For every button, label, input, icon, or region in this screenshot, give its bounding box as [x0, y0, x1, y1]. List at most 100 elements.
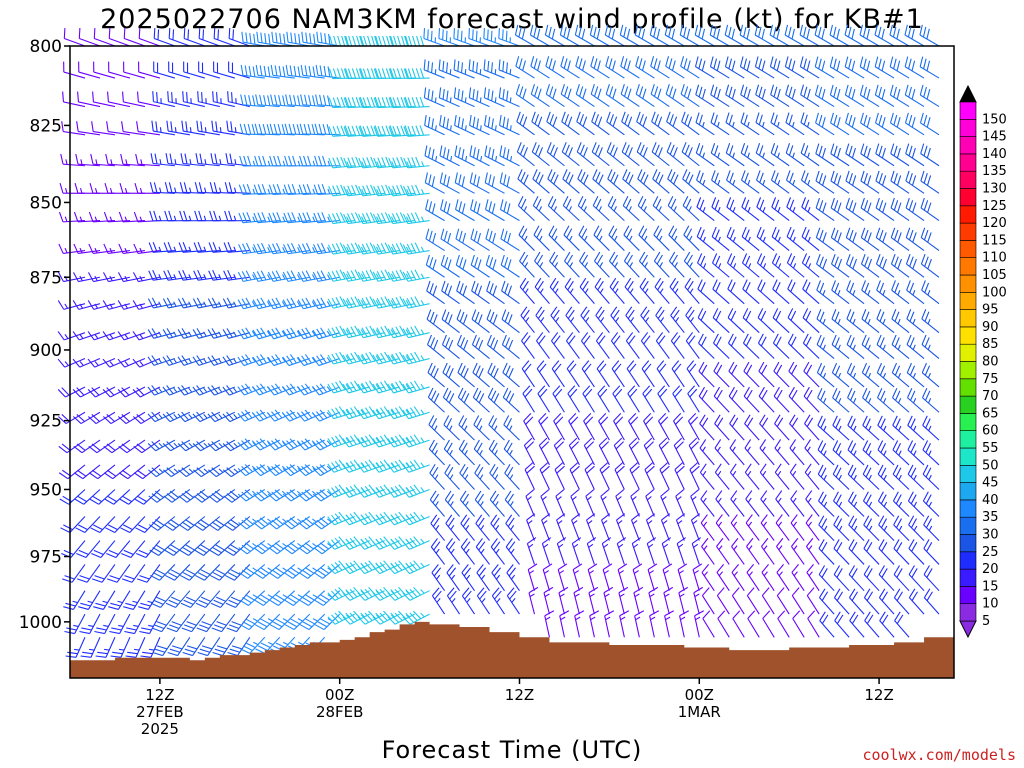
wind-barb	[628, 413, 640, 441]
wind-barb	[801, 226, 820, 251]
wind-barb	[536, 332, 550, 359]
wind-barb	[472, 362, 490, 388]
colorbar-swatch	[959, 551, 977, 570]
wind-barb	[120, 153, 145, 167]
wind-barb	[402, 269, 430, 282]
wind-barb	[177, 411, 206, 423]
colorbar-label: 130	[982, 182, 1007, 197]
wind-barb	[372, 325, 400, 339]
wind-barb	[619, 610, 630, 638]
wind-barb	[656, 360, 670, 388]
wind-barb	[110, 637, 131, 658]
wind-barb	[655, 306, 670, 334]
wind-barb	[505, 514, 520, 541]
wind-barb	[342, 434, 370, 448]
wind-barb	[117, 300, 146, 310]
wind-barb	[132, 386, 161, 398]
colorbar-swatch	[959, 309, 977, 328]
wind-barb	[715, 514, 730, 541]
wind-barb	[402, 587, 430, 601]
wind-barb	[312, 438, 340, 451]
wind-barb	[740, 112, 760, 136]
wind-barb	[629, 462, 640, 490]
wind-barb	[742, 308, 760, 334]
plot-area	[57, 24, 955, 679]
wind-barb	[445, 538, 460, 565]
wind-barb	[167, 636, 191, 657]
wind-barb	[237, 327, 265, 340]
wind-barb	[747, 610, 760, 638]
wind-barb	[327, 560, 355, 575]
colorbar-label: 145	[982, 130, 1007, 145]
colorbar-label: 70	[982, 389, 999, 404]
wind-barb	[237, 354, 265, 367]
wind-barb	[576, 111, 595, 136]
wind-barb	[484, 145, 505, 167]
wind-barb	[553, 437, 565, 466]
wind-barb	[388, 96, 415, 109]
wind-barb	[136, 540, 161, 559]
wind-barb	[846, 280, 865, 305]
wind-barb	[817, 388, 835, 413]
wind-barb	[568, 437, 580, 466]
wind-barb	[712, 308, 730, 334]
wind-barb	[650, 56, 670, 79]
wind-barb	[559, 24, 580, 47]
wind-barb	[168, 28, 191, 47]
wind-barb	[680, 56, 700, 79]
wind-barb	[109, 613, 131, 635]
wind-barb	[694, 56, 715, 79]
wind-barb	[426, 280, 445, 305]
wind-barb	[643, 437, 655, 466]
wind-barb	[73, 464, 101, 480]
wind-barb	[501, 280, 520, 305]
wind-barb	[357, 380, 385, 394]
wind-barb	[771, 253, 790, 278]
wind-barb	[800, 84, 820, 108]
colorbar-swatch	[959, 119, 977, 137]
wind-barb	[166, 613, 191, 633]
wind-barb	[197, 636, 221, 657]
wind-barb	[574, 24, 595, 47]
wind-barb	[222, 297, 250, 309]
wind-barb	[541, 513, 551, 541]
wind-barb	[631, 537, 642, 565]
wind-barb	[179, 540, 206, 556]
wind-barb	[343, 96, 370, 109]
colorbar-label: 75	[982, 372, 999, 387]
wind-barb	[847, 415, 865, 441]
wind-barb	[819, 588, 835, 615]
wind-barb	[761, 537, 775, 565]
wind-barb	[192, 439, 221, 452]
wind-barb	[74, 489, 101, 505]
wind-barb	[526, 513, 536, 541]
wind-barb	[817, 440, 835, 466]
wind-barb	[532, 195, 550, 222]
wind-barb	[598, 413, 610, 441]
wind-barb	[611, 360, 625, 388]
wind-barb	[830, 197, 850, 222]
wind-barb	[430, 538, 446, 565]
wind-barb	[470, 228, 490, 252]
wind-barb	[921, 309, 940, 334]
wind-barb	[665, 56, 685, 79]
wind-barb	[444, 463, 460, 490]
wind-barb	[210, 590, 236, 608]
wind-barb	[424, 115, 445, 136]
wind-barb	[594, 251, 610, 278]
wind-barb	[919, 24, 940, 47]
wind-barb	[403, 68, 430, 80]
wind-barb	[210, 153, 235, 167]
wind-barb	[151, 120, 175, 136]
wind-barb	[118, 439, 146, 454]
wind-barb	[209, 540, 236, 556]
wind-barb	[488, 439, 505, 466]
wind-barb	[717, 610, 730, 638]
wind-barb	[745, 490, 760, 517]
wind-barb	[222, 385, 251, 396]
y-tick-label: 900	[30, 341, 62, 361]
colorbar-label: 80	[982, 355, 999, 370]
wind-barb	[877, 440, 895, 466]
wind-barb	[634, 610, 645, 638]
